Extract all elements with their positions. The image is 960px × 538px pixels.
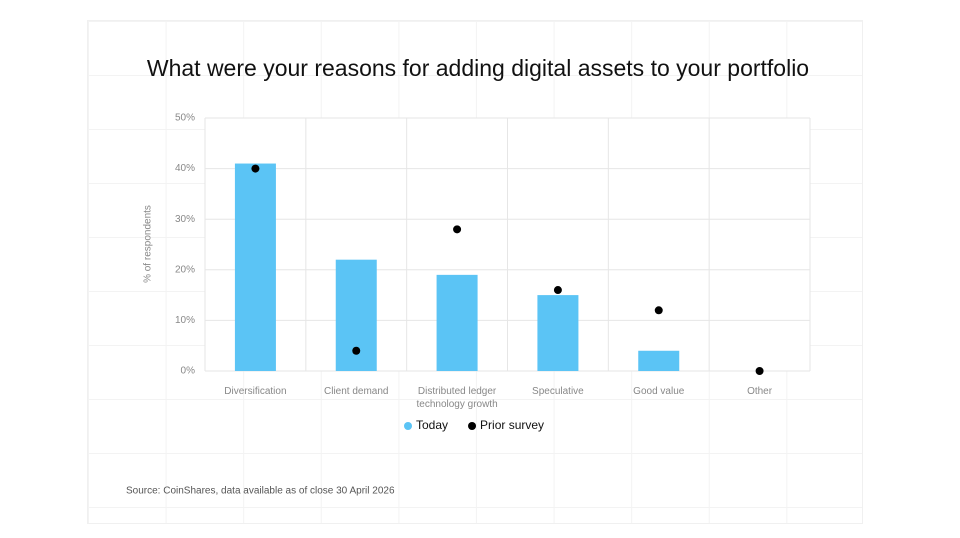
dot xyxy=(352,346,361,355)
dot xyxy=(553,286,562,295)
dot xyxy=(251,164,260,173)
x-tick-label: Other xyxy=(747,386,773,397)
bar xyxy=(537,295,579,371)
bar xyxy=(436,274,478,371)
x-tick-label: Distributed ledger technology growth xyxy=(416,386,498,410)
x-tick-label: Client demand xyxy=(324,386,389,397)
bar xyxy=(234,163,276,371)
bar xyxy=(638,350,680,371)
legend-marker xyxy=(468,422,477,430)
legend-label: Today xyxy=(416,418,448,432)
source: Source: CoinShares, data available as of… xyxy=(126,486,395,497)
x-tick-label: Good value xyxy=(633,386,685,397)
y-tick-label: 0% xyxy=(181,366,196,377)
y-tick-label: 50% xyxy=(175,113,195,124)
dot xyxy=(453,225,462,234)
y-axis-label: % of respondents xyxy=(143,205,154,283)
y-tick-label: 10% xyxy=(175,315,195,326)
legend-marker xyxy=(404,422,412,430)
x-tick-label: Speculative xyxy=(532,386,584,397)
legend-label: Prior survey xyxy=(480,418,544,432)
chart-title: What were your reasons for adding digita… xyxy=(147,55,809,81)
y-tick-label: 20% xyxy=(175,264,195,275)
dot xyxy=(654,306,663,315)
x-tick-label: Diversification xyxy=(224,386,287,397)
dot xyxy=(755,367,764,375)
y-tick-label: 40% xyxy=(175,163,195,174)
y-tick-label: 30% xyxy=(175,214,195,225)
